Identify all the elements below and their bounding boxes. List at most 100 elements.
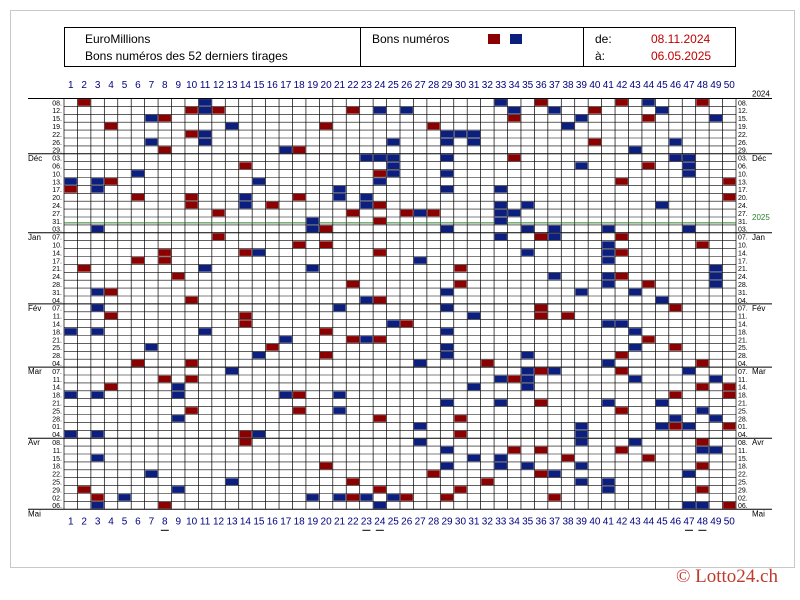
column-number-top: 18 — [294, 80, 306, 91]
column-number-bottom: 47 — [683, 516, 695, 527]
winning-number-cell-blue — [602, 486, 615, 493]
winning-number-cell-blue — [91, 328, 104, 335]
column-number-top: 41 — [603, 80, 615, 91]
column-number-top: 47 — [683, 80, 695, 91]
winning-number-cell-red — [615, 351, 628, 359]
winning-number-cell-red — [723, 423, 736, 430]
winning-number-cell-blue — [306, 225, 319, 233]
column-number-top: 23 — [361, 80, 373, 91]
winning-number-cell-blue — [629, 344, 642, 351]
winning-number-cell-blue — [682, 170, 696, 177]
draw-day-right: 24. — [738, 274, 748, 281]
winning-number-cell-blue — [494, 186, 507, 193]
winning-number-cell-blue — [521, 249, 534, 256]
month-label-right: Fév — [752, 304, 765, 313]
draw-day-left: 12. — [52, 108, 62, 115]
winning-number-cell-blue — [709, 446, 722, 454]
draw-day-left: 01. — [52, 424, 62, 431]
winning-number-cell-blue — [521, 375, 534, 383]
winning-number-cell-blue — [387, 494, 400, 501]
winning-number-cell-blue — [494, 201, 507, 209]
winning-number-cell-blue — [225, 478, 239, 485]
draw-day-left: 22. — [52, 132, 62, 139]
to-label: à: — [595, 49, 606, 63]
winning-number-cell-red — [78, 265, 91, 272]
draw-day-left: 17. — [52, 187, 62, 194]
winning-number-cell-blue — [548, 107, 561, 114]
winning-number-cell-blue — [145, 470, 158, 478]
column-number-bottom: 39 — [576, 516, 588, 527]
winning-number-cell-blue — [360, 494, 373, 501]
winning-number-cell-red — [548, 494, 561, 501]
winning-number-cell-blue — [655, 423, 669, 430]
winning-number-cell-blue — [199, 138, 212, 146]
winning-number-cell-red — [172, 272, 185, 280]
winning-number-cell-blue — [440, 328, 454, 335]
draw-day-left: 10. — [52, 242, 62, 249]
winning-number-cell-red — [239, 249, 252, 256]
winning-number-cell-red — [212, 209, 225, 217]
winning-number-cell-red — [158, 249, 171, 256]
winning-number-cell-red — [454, 430, 467, 438]
draw-day-right: 28. — [738, 416, 748, 423]
winning-number-cell-blue — [548, 470, 561, 478]
column-number-top: 50 — [724, 80, 736, 91]
winning-number-cell-red — [454, 265, 467, 272]
winning-number-cell-red — [373, 217, 386, 225]
winning-number-cell-blue — [279, 146, 292, 154]
column-number-bottom: 48 — [697, 516, 709, 527]
winning-number-cell-blue — [494, 209, 507, 217]
column-number-top: 43 — [630, 80, 642, 91]
draw-day-right: 18. — [738, 329, 748, 336]
year-change-label: 2025 — [752, 213, 770, 222]
column-number-bottom: 7 — [149, 516, 155, 527]
winning-number-cell-blue — [629, 438, 642, 446]
column-number-top: 22 — [347, 80, 359, 91]
winning-number-cell-red — [696, 438, 709, 446]
winning-number-cell-red — [293, 241, 306, 248]
column-number-bottom: 14 — [240, 516, 252, 527]
winning-number-cell-red — [535, 470, 548, 478]
winning-number-cell-red — [440, 494, 454, 501]
draw-day-left: 11. — [53, 314, 62, 321]
winning-number-cell-red — [669, 423, 682, 430]
draw-day-left: 11. — [53, 377, 62, 384]
legend-red-swatch — [488, 34, 500, 44]
column-number-top: 14 — [240, 80, 252, 91]
winning-number-cell-red — [696, 486, 709, 493]
winning-number-cell-red — [535, 233, 548, 241]
winning-number-cell-red — [346, 209, 360, 217]
winning-number-cell-blue — [360, 154, 373, 162]
winning-number-cell-blue — [521, 225, 534, 233]
column-number-top: 2 — [81, 80, 87, 91]
winning-number-cell-blue — [199, 99, 212, 106]
winning-number-cell-blue — [333, 186, 346, 193]
winning-number-cell-red — [373, 201, 386, 209]
winning-number-cell-red — [481, 359, 494, 367]
draw-day-left: 07. — [52, 369, 62, 376]
winning-number-cell-blue — [239, 201, 252, 209]
column-number-bottom: 15 — [253, 516, 265, 527]
winning-number-cell-blue — [629, 328, 642, 335]
draw-day-right: 29. — [738, 487, 748, 494]
draw-day-right: 14. — [738, 250, 748, 257]
winning-number-cell-red — [131, 257, 145, 264]
winning-number-cell-red — [400, 320, 413, 327]
winning-number-cell-blue — [467, 312, 481, 320]
winning-number-cell-blue — [172, 383, 185, 391]
winning-number-cell-red — [508, 375, 521, 383]
column-number-bottom: 38 — [562, 516, 574, 527]
winning-number-cell-blue — [333, 391, 346, 399]
winning-number-cell-blue — [440, 225, 454, 233]
draw-day-right: 18. — [738, 393, 748, 400]
winning-number-cell-blue — [709, 272, 722, 280]
winning-number-cell-blue — [548, 367, 561, 375]
winning-number-cell-red — [104, 288, 118, 296]
winning-number-cell-red — [104, 178, 118, 185]
column-number-bottom: 9 — [175, 516, 181, 527]
winning-number-cell-red — [723, 502, 736, 509]
winning-number-cell-red — [158, 114, 171, 122]
draw-day-left: 17. — [52, 258, 62, 265]
draw-day-right: 07. — [738, 369, 748, 376]
winning-number-cell-blue — [387, 170, 400, 177]
